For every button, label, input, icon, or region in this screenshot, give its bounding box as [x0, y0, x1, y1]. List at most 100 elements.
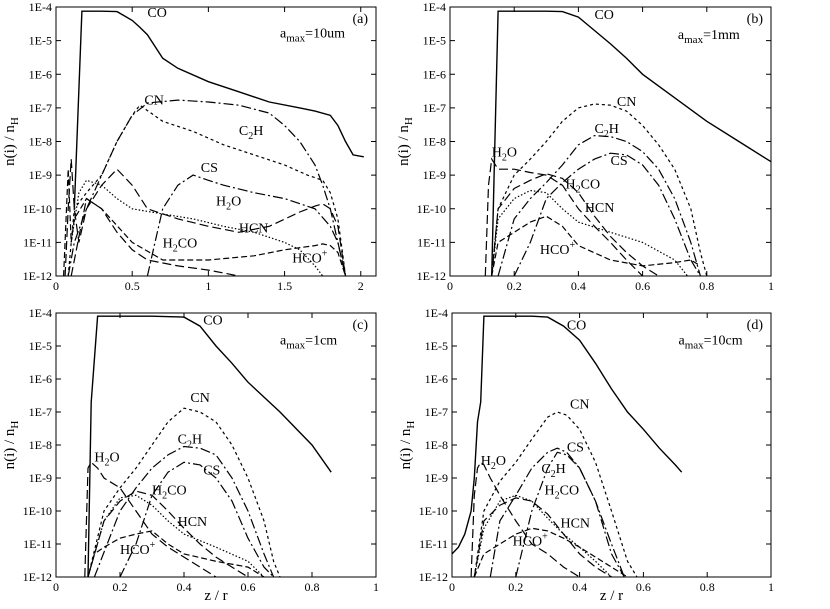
series-line-h2co	[491, 173, 659, 276]
x-tick-label: 0.4	[571, 279, 586, 293]
x-axis-label: z / r	[204, 588, 227, 604]
y-tick-label: 1E-11	[419, 537, 448, 551]
y-tick-label: 1E-9	[29, 471, 52, 485]
series-line-h2co	[87, 490, 249, 577]
series-label-cn: CN	[617, 95, 636, 110]
series-label-cs: CS	[201, 161, 218, 176]
x-tick-label: 0.5	[125, 279, 140, 293]
series-label-hcn: HCN	[239, 221, 269, 236]
x-tick-label: 0.2	[508, 580, 523, 594]
series-label-cs: CS	[567, 441, 584, 456]
amax-label: amax=1cm	[280, 333, 337, 351]
y-tick-label: 1E-10	[419, 504, 448, 518]
amax-label: amax=10cm	[678, 333, 742, 351]
y-tick-label: 1E-5	[423, 34, 446, 48]
series-line-h2o	[470, 461, 580, 577]
series-label-hcoplus: HCO+	[120, 540, 156, 558]
series-label-c2h: C2H	[594, 122, 618, 140]
y-tick-label: 1E-4	[29, 0, 52, 14]
y-tick-label: 1E-7	[29, 101, 52, 115]
series-label-h2co: H2CO	[163, 236, 198, 254]
x-tick-label: 0.2	[113, 580, 128, 594]
y-tick-label: 1E-8	[425, 438, 448, 452]
y-tick-label: 1E-12	[23, 269, 52, 283]
y-tick-label: 1E-9	[29, 168, 52, 182]
y-tick-label: 1E-11	[417, 235, 446, 249]
series-label-c2h: C2H	[239, 124, 263, 142]
y-tick-label: 1E-12	[417, 269, 446, 283]
amax-label: amax=1mm	[678, 28, 740, 46]
x-tick-label: 2	[358, 279, 364, 293]
series-label-cn: CN	[190, 391, 209, 406]
y-tick-label: 1E-5	[29, 34, 52, 48]
series-label-cs: CS	[203, 464, 220, 479]
series-label-h2co: H2CO	[566, 178, 601, 196]
y-tick-label: 1E-10	[417, 202, 446, 216]
x-tick-label: 0.2	[507, 279, 522, 293]
panel-tag: (c)	[352, 318, 368, 333]
x-tick-label: 0	[53, 279, 59, 293]
series-line-cs	[515, 451, 625, 577]
series-line-cn	[491, 103, 708, 276]
series-label-h2co: H2CO	[545, 484, 580, 502]
y-tick-label: 1E-12	[419, 570, 448, 584]
x-tick-label: 0.6	[241, 580, 256, 594]
series-label-hcn: HCN	[178, 515, 208, 530]
y-axis-label: n(i) / nH	[2, 421, 21, 470]
x-tick-label: 0.8	[699, 279, 714, 293]
series-label-hcn: HCN	[585, 201, 615, 216]
series-line-co	[87, 315, 332, 577]
x-tick-label: 0	[53, 580, 59, 594]
x-tick-label: 0.4	[572, 580, 587, 594]
series-line-co	[73, 10, 364, 209]
y-tick-label: 1E-4	[423, 0, 446, 14]
x-tick-label: 1.5	[277, 279, 292, 293]
series-label-cn: CN	[570, 398, 589, 413]
y-tick-label: 1E-6	[423, 67, 446, 81]
y-tick-label: 1E-7	[423, 101, 446, 115]
series-line-hcoplus	[491, 215, 701, 276]
panel-tag: (d)	[747, 318, 764, 333]
series-line-co	[452, 315, 683, 555]
series-label-co: CO	[147, 6, 166, 21]
y-tick-label: 1E-5	[425, 339, 448, 353]
y-axis-label: n(i) / nH	[2, 117, 21, 166]
series-label-co: CO	[567, 319, 586, 334]
y-tick-label: 1E-8	[423, 135, 446, 149]
series-line-c2h	[67, 99, 347, 276]
series-line-cs	[119, 461, 275, 577]
axes-frame	[449, 6, 772, 277]
y-tick-label: 1E-10	[23, 202, 52, 216]
y-tick-label: 1E-7	[29, 405, 52, 419]
panel-tag: (a)	[352, 12, 368, 27]
series-line-hcn	[70, 179, 324, 276]
x-tick-label: 1	[768, 279, 774, 293]
y-tick-label: 1E-8	[29, 438, 52, 452]
series-line-hcn	[491, 189, 688, 276]
series-label-cn: CN	[144, 94, 163, 109]
y-tick-label: 1E-6	[29, 67, 52, 81]
series-line-h2co	[70, 197, 245, 276]
y-tick-label: 1E-4	[425, 306, 448, 320]
series-label-co: CO	[203, 314, 222, 329]
y-axis-label: n(i) / nH	[396, 117, 415, 166]
panel-tag: (b)	[747, 12, 764, 27]
series-line-cn	[67, 104, 347, 276]
series-line-hcoplus	[63, 169, 347, 276]
series-line-hcoplus	[87, 530, 265, 577]
series-label-hcn: HCN	[560, 517, 590, 532]
series-line-hcn	[473, 494, 612, 577]
x-tick-label: 1	[768, 580, 774, 594]
y-tick-label: 1E-12	[23, 570, 52, 584]
panel-3: 1E-12 1E-11 1E-10 1E-9 1E-8 1E-7 1E-6 1E-5 1E-4 0…	[2, 306, 379, 594]
series-line-cs	[146, 174, 347, 276]
series-line-cn	[87, 407, 281, 577]
series-label-c2h: C2H	[541, 462, 565, 480]
series-label-cs: CS	[611, 154, 628, 169]
x-tick-label: 0.8	[700, 580, 715, 594]
series-line-h2o	[484, 157, 644, 276]
series-label-h2o: H2O	[481, 454, 506, 472]
x-tick-label: 0.6	[636, 580, 651, 594]
series-label-co: CO	[594, 8, 613, 23]
x-tick-label: 0.6	[635, 279, 650, 293]
